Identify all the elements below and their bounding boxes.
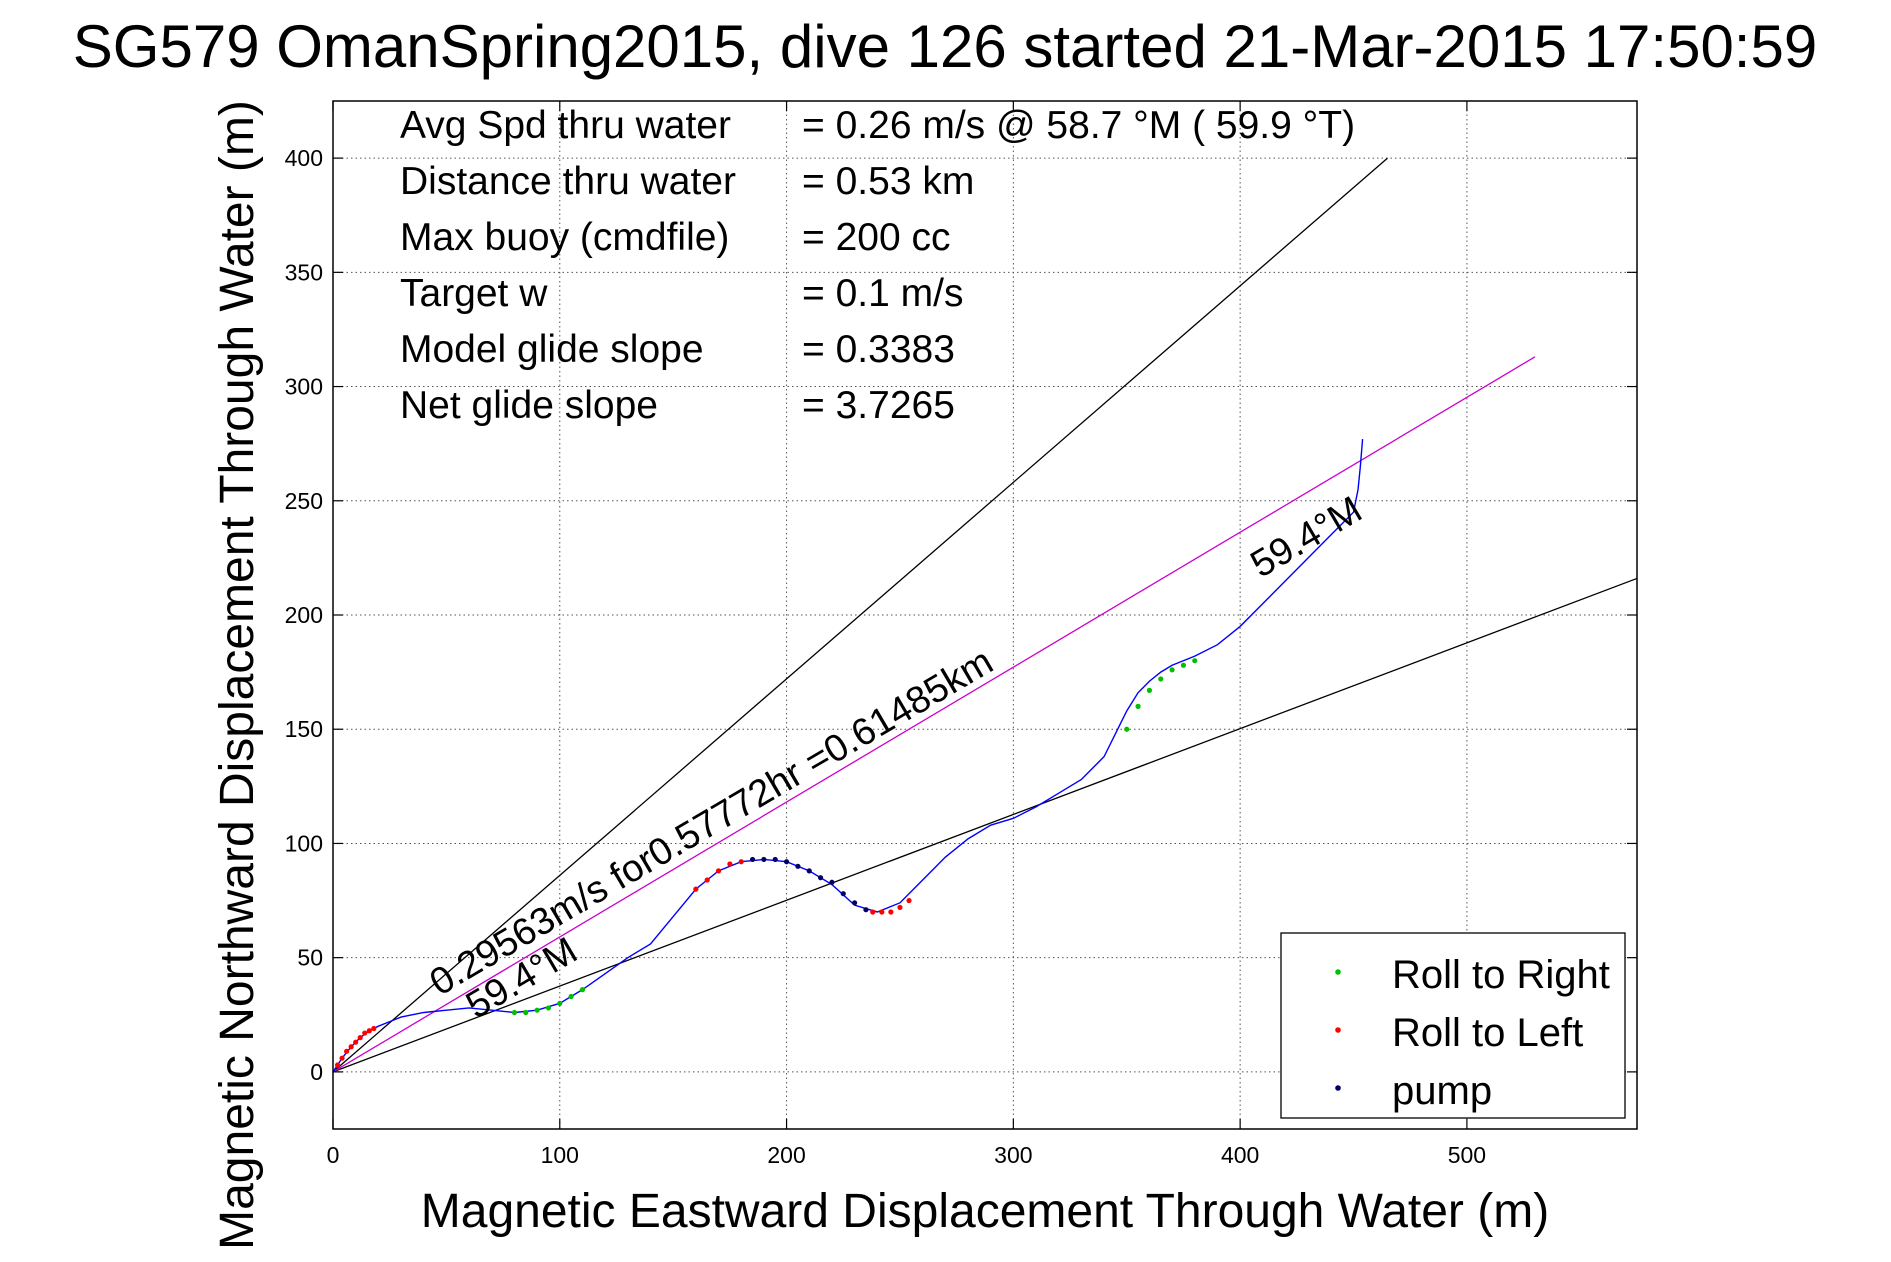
pump-point — [806, 868, 812, 874]
roll-left-point — [715, 868, 722, 874]
roll-right-point — [545, 1005, 552, 1011]
legend-label: pump — [1392, 1069, 1492, 1113]
y-tick-label: 200 — [285, 602, 323, 628]
roll-left-point — [897, 904, 903, 911]
x-tick-label: 100 — [541, 1142, 579, 1168]
y-tick-label: 50 — [297, 945, 323, 971]
pump-point — [772, 856, 778, 863]
pump-point — [863, 907, 869, 913]
roll-right-point — [1158, 676, 1164, 682]
reference-line — [332, 356, 1536, 1073]
reference-line — [332, 577, 1638, 1073]
roll-right-point — [534, 1007, 540, 1013]
roll-left-point — [727, 861, 733, 867]
dive-track-line — [332, 439, 1364, 1073]
stats-value: = 0.1 m/s — [802, 272, 963, 315]
stats-label: Model glide slope — [400, 328, 704, 371]
legend: Roll to Right Roll to Left pump — [1280, 932, 1626, 1119]
roll-left-point — [888, 909, 894, 915]
roll-left-point — [366, 1028, 372, 1034]
roll-left-point — [738, 859, 744, 865]
y-tick-label: 400 — [285, 145, 323, 171]
roll-right-point — [1192, 658, 1198, 664]
y-tick-label: 100 — [285, 830, 323, 856]
data-series — [332, 439, 1364, 1073]
roll-right-point — [557, 1000, 563, 1006]
roll-left-point — [357, 1035, 363, 1041]
roll-left-point — [334, 1062, 341, 1068]
roll-right-point — [1180, 662, 1187, 668]
stats-label: Avg Spd thru water — [400, 104, 731, 147]
grid-lines — [332, 101, 1637, 1129]
roll-left-point — [348, 1044, 354, 1050]
chart-title: SG579 OmanSpring2015, dive 126 started 2… — [73, 13, 1817, 80]
stats-label: Target w — [400, 272, 548, 315]
roll-right-point — [1124, 726, 1130, 732]
y-tick-label: 350 — [285, 259, 323, 285]
stats-label: Distance thru water — [400, 160, 736, 203]
roll-left-point — [371, 1025, 377, 1032]
pump-point — [829, 879, 835, 885]
x-axis-label: Magnetic Eastward Displacement Through W… — [421, 1185, 1549, 1238]
roll-left-point — [353, 1039, 359, 1045]
roll-right-point — [568, 993, 574, 1000]
legend-marker — [1335, 969, 1341, 975]
x-tick-label: 300 — [994, 1142, 1032, 1168]
roll-right-point — [1135, 703, 1141, 709]
stats-box: Avg Spd thru water = 0.26 m/s @ 58.7 °M (… — [400, 104, 1355, 427]
reference-lines — [332, 157, 1638, 1073]
roll-right-point — [1169, 667, 1175, 673]
x-tick-label: 500 — [1448, 1142, 1486, 1168]
pump-point — [761, 856, 767, 863]
pump-point — [840, 891, 846, 897]
legend-marker — [1335, 1085, 1341, 1091]
legend-marker — [1335, 1027, 1341, 1033]
y-tick-label: 250 — [285, 488, 323, 514]
legend-label: Roll to Right — [1392, 953, 1610, 997]
roll-right-point — [523, 1009, 529, 1016]
roll-left-point — [693, 886, 699, 892]
pump-point — [749, 856, 756, 863]
roll-left-point — [906, 897, 912, 904]
y-tick-label: 0 — [310, 1059, 323, 1085]
annotation-text: 0.29563m/s for0.57772hr =0.61485km — [423, 641, 1000, 1005]
annotations: 0.29563m/s for0.57772hr =0.61485km 59.4°M… — [423, 489, 1369, 1027]
stats-label: Net glide slope — [400, 384, 658, 427]
reference-line — [332, 157, 1388, 1073]
roll-left-point — [870, 909, 876, 915]
y-tick-label: 150 — [285, 716, 323, 742]
roll-left-point — [879, 909, 885, 915]
pump-point — [817, 875, 824, 881]
y-tick-label: 300 — [285, 374, 323, 400]
roll-left-point — [704, 877, 710, 883]
x-tick-label: 0 — [327, 1142, 340, 1168]
stats-value: = 0.3383 — [802, 328, 955, 371]
stats-value: = 3.7265 — [802, 384, 955, 427]
roll-right-point — [511, 1009, 518, 1016]
roll-left-point — [339, 1055, 345, 1061]
stats-label: Max buoy (cmdfile) — [400, 216, 729, 259]
y-axis-label: Magnetic Northward Displacement Through … — [211, 100, 264, 1250]
axis-ticks: 0 100 200 300 400 500 0 50 100 150 200 250 300 350 400 — [285, 101, 1637, 1168]
pump-point — [795, 863, 801, 869]
stats-value: = 0.53 km — [802, 160, 974, 203]
legend-label: Roll to Left — [1392, 1011, 1583, 1055]
roll-left-point — [344, 1048, 350, 1054]
x-tick-label: 200 — [767, 1142, 805, 1168]
stats-value: = 200 cc — [802, 216, 951, 259]
roll-left-point — [362, 1030, 368, 1036]
stats-value: = 0.26 m/s @ 58.7 °M ( 59.9 °T) — [802, 104, 1355, 147]
x-tick-label: 400 — [1221, 1142, 1259, 1168]
pump-point — [852, 900, 858, 906]
annotation-text: 59.4°M — [1244, 489, 1369, 587]
pump-point — [783, 859, 790, 865]
roll-right-point — [1146, 687, 1153, 693]
roll-right-point — [579, 987, 586, 993]
